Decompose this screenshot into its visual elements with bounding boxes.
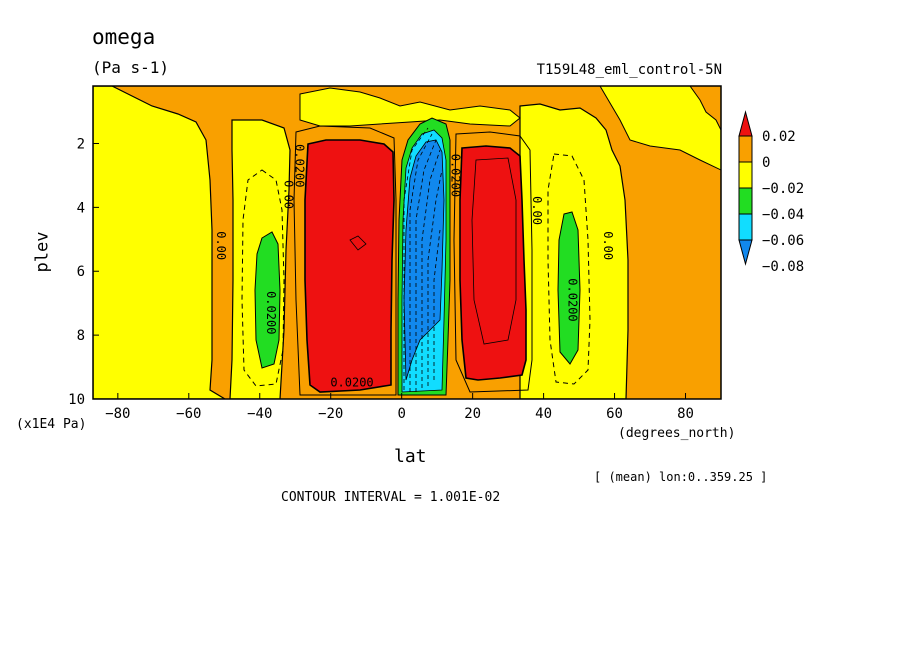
nh-dashed-contour: [547, 153, 591, 385]
contour-label: 0.0200: [330, 376, 373, 390]
x-tick-label: −60: [176, 406, 201, 422]
y-tick-label: 4: [77, 200, 85, 216]
contour-label: 0.0200: [448, 154, 462, 197]
contour-interval: CONTOUR INTERVAL = 1.001E-02: [281, 490, 501, 505]
colorbar-label: 0: [762, 155, 770, 171]
itcz-dashed-lines: [403, 127, 443, 392]
filled-contours: [93, 86, 721, 399]
chart-units: (Pa s-1): [92, 58, 170, 77]
x-tick-label: 40: [535, 406, 552, 422]
colorbar-label: −0.02: [762, 181, 804, 197]
contour-labels: 0.000.02000.000.02000.02000.02000.000.02…: [214, 144, 615, 389]
colorbar-cap-top: [738, 110, 753, 137]
y-axis: 2 4 6 8 10: [68, 136, 99, 408]
y-tick-label: 2: [77, 136, 85, 152]
x-tick-label: 60: [606, 406, 623, 422]
x-axis: −80 −60 −40 −20 0 20 40 60 80: [105, 393, 694, 422]
colorbar-label: −0.06: [762, 233, 804, 249]
colorbar-bin: [738, 187, 753, 215]
colorbar-cap-bottom: [738, 239, 753, 266]
plot-frame: [92, 85, 722, 400]
nh-contour-ring: [453, 131, 533, 393]
sh-red-region: [304, 139, 395, 393]
x-tick-label: −40: [247, 406, 272, 422]
nh-inner-contour: [471, 157, 517, 345]
sh-yellow-region: [93, 86, 227, 399]
run-label: T159L48_eml_control-5N: [536, 62, 722, 78]
x-tick-label: 0: [397, 406, 405, 422]
nh-red-region: [459, 145, 527, 381]
y-tick-label: 8: [77, 328, 85, 344]
chart-title: omega: [92, 25, 156, 49]
sh-contour-ring: [293, 125, 397, 396]
colorbar-bin: [738, 135, 753, 163]
nh-upper-yellow: [599, 86, 721, 171]
colorbar: 0.02 0 −0.02 −0.04 −0.06 −0.08: [738, 110, 804, 275]
colorbar-label: 0.02: [762, 129, 796, 145]
contour-label: 0.0200: [292, 144, 306, 187]
y-tick-label: 10: [68, 392, 85, 408]
y-tick-label: 6: [77, 264, 85, 280]
contour-label: 0.0200: [565, 278, 579, 321]
colorbar-label: −0.04: [762, 207, 804, 223]
contour-label: 0.00: [214, 231, 228, 260]
x-tick-label: 80: [677, 406, 694, 422]
sh-green-lobe: [254, 231, 281, 369]
contour-label: 0.00: [282, 180, 296, 209]
contour-label: 0.0200: [264, 291, 278, 334]
x-tick-label: −20: [318, 406, 343, 422]
colorbar-bin: [738, 213, 753, 241]
averaging-note: [ (mean) lon:0..359.25 ]: [594, 470, 768, 484]
contour-label: 0.00: [530, 196, 544, 225]
colorbar-label: −0.08: [762, 259, 804, 275]
sh-inner-contour: [349, 235, 367, 251]
upper-yellow-patch: [299, 87, 521, 127]
colorbar-bin: [738, 161, 753, 189]
contour-label: 0.00: [601, 231, 615, 260]
x-axis-unit: (degrees_north): [618, 426, 736, 441]
nh-green-lobe: [557, 211, 581, 365]
x-tick-label: 20: [464, 406, 481, 422]
y-axis-unit: (x1E4 Pa): [16, 417, 87, 432]
x-tick-label: −80: [105, 406, 130, 422]
x-axis-label: lat: [394, 446, 427, 467]
